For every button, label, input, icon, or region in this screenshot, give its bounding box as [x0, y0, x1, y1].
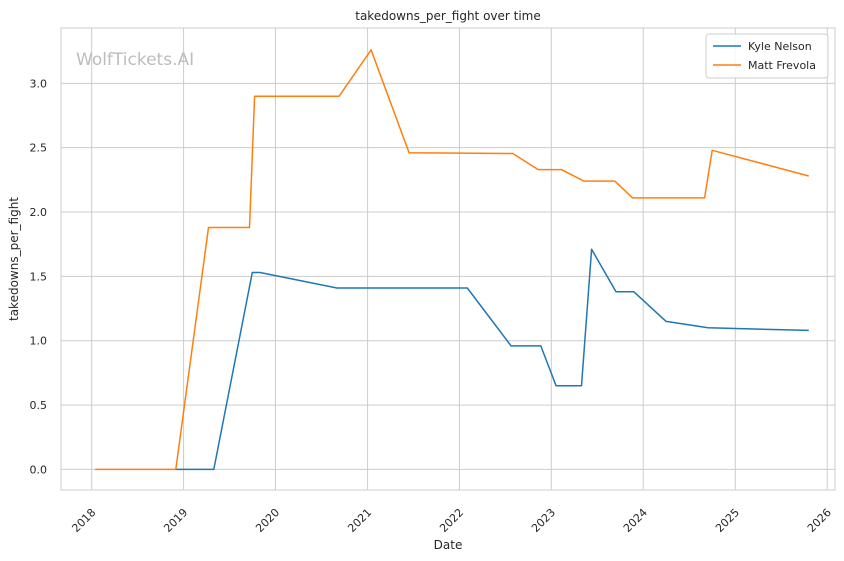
legend-label: Kyle Nelson [748, 40, 812, 53]
y-tick-label: 2.0 [30, 206, 48, 219]
legend-label: Matt Frevola [748, 59, 816, 72]
series-lines [95, 49, 809, 471]
grid [61, 28, 835, 490]
chart-title: takedowns_per_fight over time [355, 9, 541, 23]
y-tick-label: 1.0 [30, 335, 48, 348]
y-axis-title: takedowns_per_fight [7, 197, 21, 321]
series-line-kyle-nelson [175, 248, 809, 471]
watermark-text: WolfTickets.AI [76, 50, 194, 70]
y-tick-label: 3.0 [30, 77, 48, 90]
legend-box [705, 33, 829, 79]
y-tick-label: 2.5 [30, 142, 48, 155]
series-line-matt-frevola [95, 49, 809, 471]
y-tick-label: 0.0 [30, 463, 48, 476]
legend: Kyle Nelson Matt Frevola [705, 33, 829, 79]
y-tick-label: 1.5 [30, 270, 48, 283]
plot-frame [60, 27, 836, 491]
y-tick-label: 0.5 [30, 399, 48, 412]
x-axis-title: Date [434, 538, 463, 552]
